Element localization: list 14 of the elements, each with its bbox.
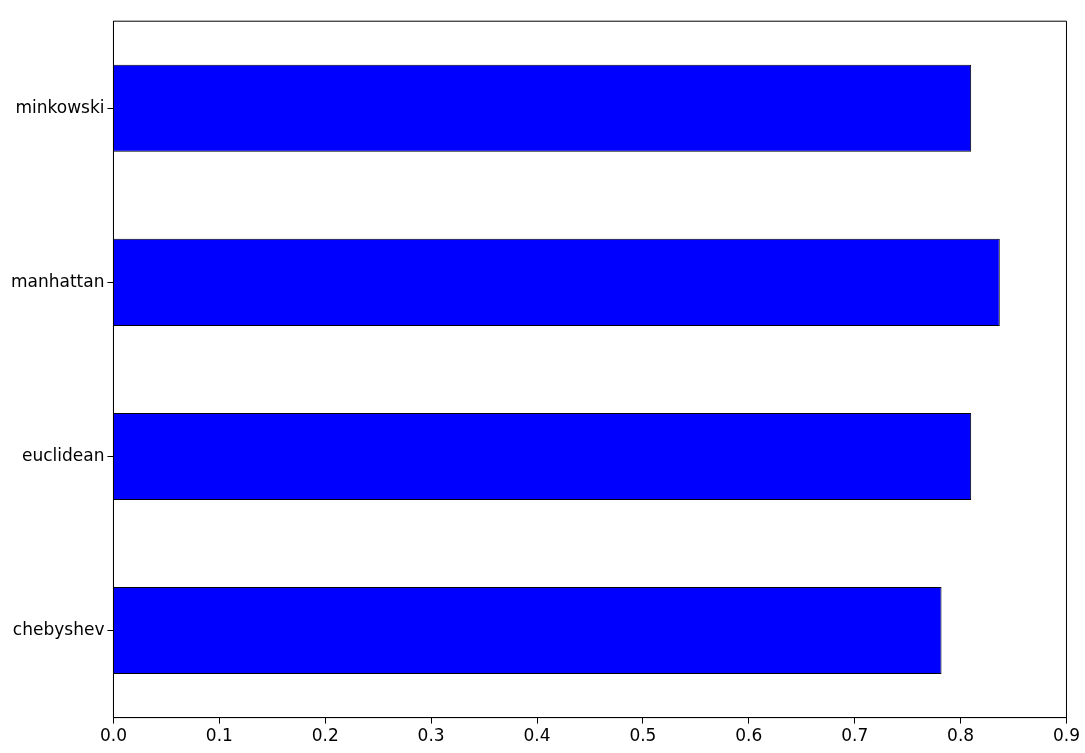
x-tick-label: 0.0: [99, 725, 127, 746]
y-tick-label: euclidean: [22, 444, 105, 465]
x-tick-label: 0.9: [1052, 725, 1081, 746]
y-tick-label: chebyshev: [12, 618, 105, 639]
x-tick-label: 0.3: [417, 725, 445, 746]
x-tick-label: 0.5: [629, 725, 657, 746]
x-tick-label: 0.8: [947, 725, 975, 746]
x-tick-label: 0.7: [841, 725, 869, 746]
y-tick-label: manhattan: [11, 270, 105, 291]
y-tick-label: minkowski: [15, 96, 105, 117]
x-tick-label: 0.4: [523, 725, 551, 746]
x-tick-label: 0.2: [311, 725, 339, 746]
x-tick-label: 0.6: [735, 725, 763, 746]
x-tick-label: 0.1: [205, 725, 233, 746]
